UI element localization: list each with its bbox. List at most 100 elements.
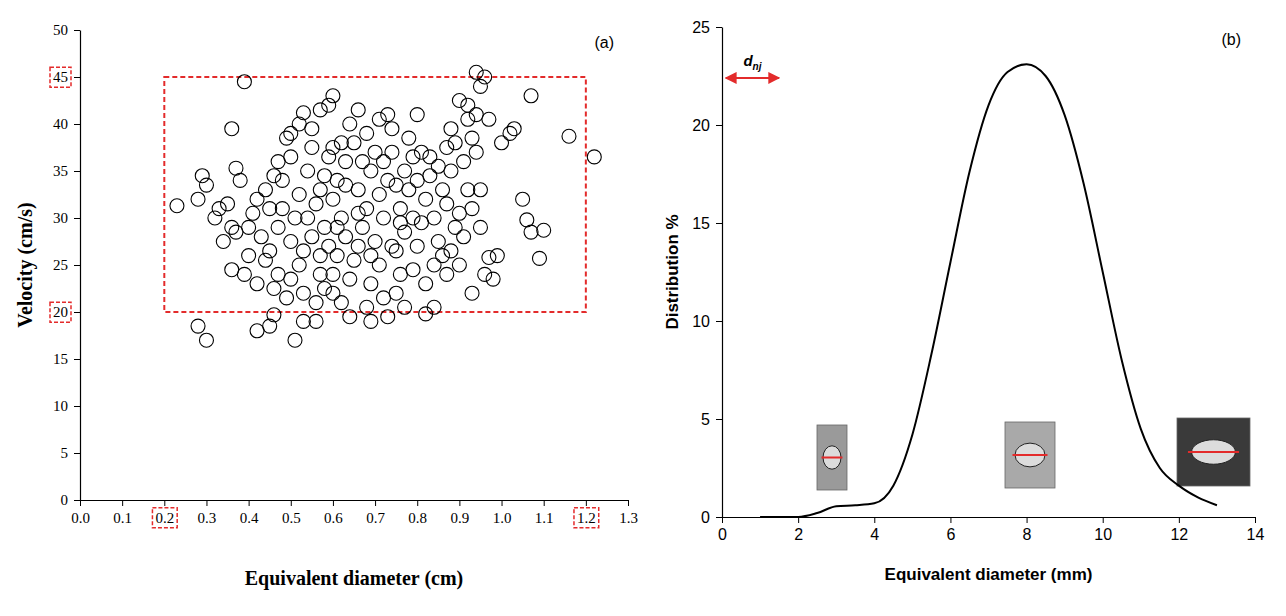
scatter-point xyxy=(410,173,424,187)
scatter-point xyxy=(495,136,509,150)
scatter-point xyxy=(343,310,357,324)
scatter-point xyxy=(440,141,454,155)
scatter-point xyxy=(263,202,277,216)
scatter-point xyxy=(452,94,466,108)
y-axis-title: Distribution % xyxy=(663,214,682,329)
tick-label: 0.8 xyxy=(408,510,427,526)
scatter-point xyxy=(524,89,538,103)
scatter-point xyxy=(313,183,327,197)
scatter-point xyxy=(448,220,462,234)
tick-highlight xyxy=(50,302,71,322)
plot-area xyxy=(760,64,1217,517)
scatter-point xyxy=(436,249,450,263)
scatter-point xyxy=(305,230,319,244)
tick-mark xyxy=(1103,517,1104,523)
scatter-point xyxy=(208,211,222,225)
annotation-label: dnj xyxy=(743,52,761,72)
tick-highlight xyxy=(152,508,177,528)
scatter-point xyxy=(364,314,378,328)
scatter-point xyxy=(444,164,458,178)
scatter-point xyxy=(267,282,281,296)
scatter-point xyxy=(402,183,416,197)
scatter-point xyxy=(486,272,500,286)
scatter-point xyxy=(448,136,462,150)
tick-mark xyxy=(74,453,80,454)
tick-label: 4 xyxy=(870,526,879,543)
scatter-point xyxy=(473,79,487,93)
tick-mark xyxy=(1027,517,1028,523)
scatter-point xyxy=(410,239,424,253)
scatter-point xyxy=(275,202,289,216)
scatter-point xyxy=(423,150,437,164)
scatter-point xyxy=(313,267,327,281)
tick-mark xyxy=(74,30,80,31)
scatter-point xyxy=(482,250,496,264)
scatter-point xyxy=(419,192,433,206)
scatter-point xyxy=(280,291,294,305)
y-tick: 5 xyxy=(61,445,81,461)
scatter-point xyxy=(284,150,298,164)
scatter-point xyxy=(313,249,327,263)
scatter-point xyxy=(246,206,260,220)
tick-mark xyxy=(333,500,334,506)
scatter-point xyxy=(225,122,239,136)
tick-mark xyxy=(716,27,722,28)
inset-diameter xyxy=(822,457,843,459)
tick-label: 20 xyxy=(692,117,710,134)
scatter-point xyxy=(191,319,205,333)
scatter-point xyxy=(326,192,340,206)
tick-label: 25 xyxy=(53,257,68,273)
scatter-point xyxy=(465,202,479,216)
scatter-point xyxy=(360,202,374,216)
scatter-point xyxy=(199,178,213,192)
x-tick: 6 xyxy=(946,517,955,543)
scatter-point xyxy=(296,286,310,300)
x-tick: 0.5 xyxy=(282,500,301,526)
scatter-point xyxy=(271,155,285,169)
tick-label: 0.1 xyxy=(113,510,132,526)
photo-inset xyxy=(1177,418,1250,486)
scatter-point xyxy=(457,230,471,244)
scatter-point xyxy=(309,197,323,211)
scatter-point xyxy=(360,300,374,314)
scatter-point xyxy=(292,258,306,272)
scatter-point xyxy=(381,108,395,122)
tick-mark xyxy=(375,500,376,506)
scatter-point xyxy=(275,173,289,187)
scatter-point xyxy=(406,150,420,164)
x-axis: 02468101214 xyxy=(718,517,1264,543)
scatter-point xyxy=(280,131,294,145)
annotation-subscript: nj xyxy=(753,61,762,72)
scatter-point xyxy=(587,150,601,164)
scatter-point xyxy=(250,324,264,338)
tick-label: 1.0 xyxy=(493,510,512,526)
x-tick: 1.2 xyxy=(574,500,599,528)
scatter-point xyxy=(322,98,336,112)
scatter-point xyxy=(377,291,391,305)
plot-area xyxy=(164,65,601,347)
tick-label: 30 xyxy=(53,210,68,226)
tick-label: 25 xyxy=(692,19,710,36)
scatter-point xyxy=(296,106,310,120)
scatter-point xyxy=(393,267,407,281)
scatter-point xyxy=(330,249,344,263)
tick-label: 6 xyxy=(946,526,955,543)
tick-label: 0.6 xyxy=(324,510,343,526)
scatter-point xyxy=(398,225,412,239)
tick-mark xyxy=(74,312,80,313)
tick-label: 1.1 xyxy=(535,510,554,526)
scatter-point xyxy=(419,277,433,291)
scatter-point xyxy=(503,126,517,140)
tick-label: 1.3 xyxy=(619,510,638,526)
tick-label: 12 xyxy=(1170,526,1188,543)
tick-mark xyxy=(74,124,80,125)
scatter-point xyxy=(330,220,344,234)
x-tick: 1.3 xyxy=(619,500,638,526)
scatter-point xyxy=(326,89,340,103)
tick-mark xyxy=(716,419,722,420)
photo-inset xyxy=(1005,422,1055,488)
x-tick: 0.7 xyxy=(366,500,385,526)
y-tick: 20 xyxy=(50,302,80,322)
tick-label: 5 xyxy=(61,445,69,461)
scatter-point xyxy=(427,258,441,272)
